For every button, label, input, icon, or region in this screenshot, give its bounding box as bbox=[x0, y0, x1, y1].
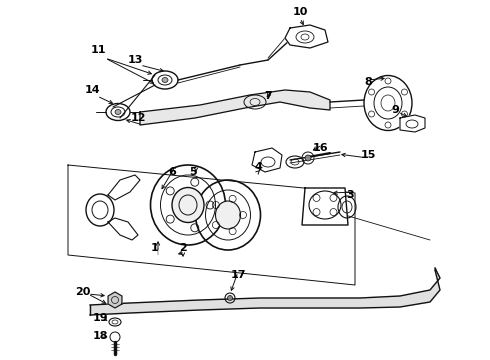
Polygon shape bbox=[90, 268, 440, 315]
Polygon shape bbox=[285, 25, 328, 48]
Text: 13: 13 bbox=[127, 55, 143, 65]
Polygon shape bbox=[140, 90, 330, 125]
Text: 16: 16 bbox=[312, 143, 328, 153]
Polygon shape bbox=[252, 148, 282, 172]
Polygon shape bbox=[108, 175, 140, 200]
Text: 20: 20 bbox=[75, 287, 91, 297]
Text: 3: 3 bbox=[346, 190, 354, 200]
Text: 10: 10 bbox=[293, 7, 308, 17]
Ellipse shape bbox=[172, 188, 204, 222]
Polygon shape bbox=[108, 218, 138, 240]
Text: 17: 17 bbox=[230, 270, 246, 280]
Ellipse shape bbox=[162, 77, 168, 82]
Ellipse shape bbox=[216, 201, 241, 229]
Text: 6: 6 bbox=[168, 167, 176, 177]
Text: 2: 2 bbox=[179, 243, 187, 253]
Polygon shape bbox=[108, 292, 122, 308]
Polygon shape bbox=[302, 188, 348, 225]
Text: 11: 11 bbox=[90, 45, 106, 55]
Text: 8: 8 bbox=[364, 77, 372, 87]
Text: 18: 18 bbox=[92, 331, 108, 341]
Circle shape bbox=[227, 296, 232, 301]
Text: 5: 5 bbox=[189, 167, 197, 177]
Text: 12: 12 bbox=[130, 113, 146, 123]
Polygon shape bbox=[400, 115, 425, 132]
Text: 15: 15 bbox=[360, 150, 376, 160]
Text: 9: 9 bbox=[391, 105, 399, 115]
Circle shape bbox=[305, 155, 311, 161]
Text: 4: 4 bbox=[254, 162, 262, 172]
Text: 14: 14 bbox=[84, 85, 100, 95]
Text: 19: 19 bbox=[92, 313, 108, 323]
Text: 1: 1 bbox=[151, 243, 159, 253]
Ellipse shape bbox=[115, 109, 121, 114]
Text: 7: 7 bbox=[264, 91, 272, 101]
